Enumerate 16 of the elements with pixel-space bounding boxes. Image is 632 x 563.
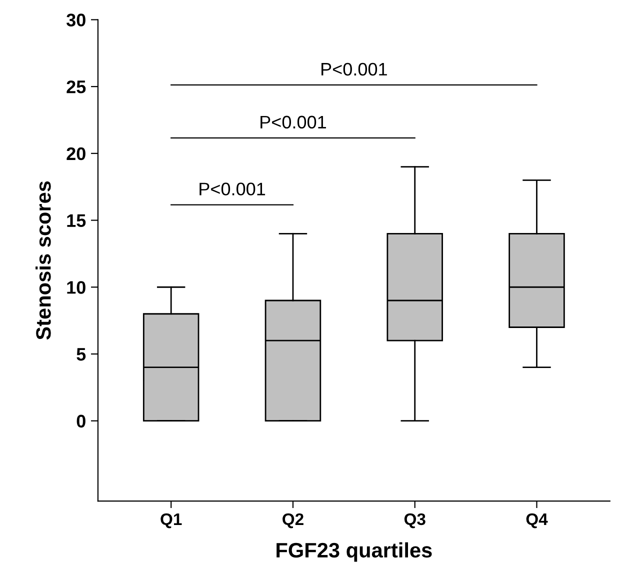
y-tick-label: 15: [67, 214, 86, 227]
y-tick-label: 20: [66, 147, 86, 160]
y-tick-label: 10: [67, 281, 86, 294]
x-tick-label: Q4: [526, 513, 548, 528]
annotation: P<0.001: [260, 116, 326, 129]
x-axis-title: FGF23 quartiles: [276, 542, 432, 562]
y-axis-title: Stenosis scores: [36, 181, 51, 340]
y-tick-label: 5: [76, 348, 86, 361]
y-tick-label: 25: [66, 80, 86, 94]
annotation: P<0.001: [200, 182, 266, 196]
y-tick-label: 0: [76, 414, 86, 428]
annotation: P<0.001: [322, 62, 387, 76]
y-tick-label: 30: [66, 14, 86, 26]
x-tick-label: Q3: [404, 513, 426, 528]
x-tick-label: Q1: [160, 513, 182, 528]
x-tick-label: Q2: [282, 513, 304, 528]
